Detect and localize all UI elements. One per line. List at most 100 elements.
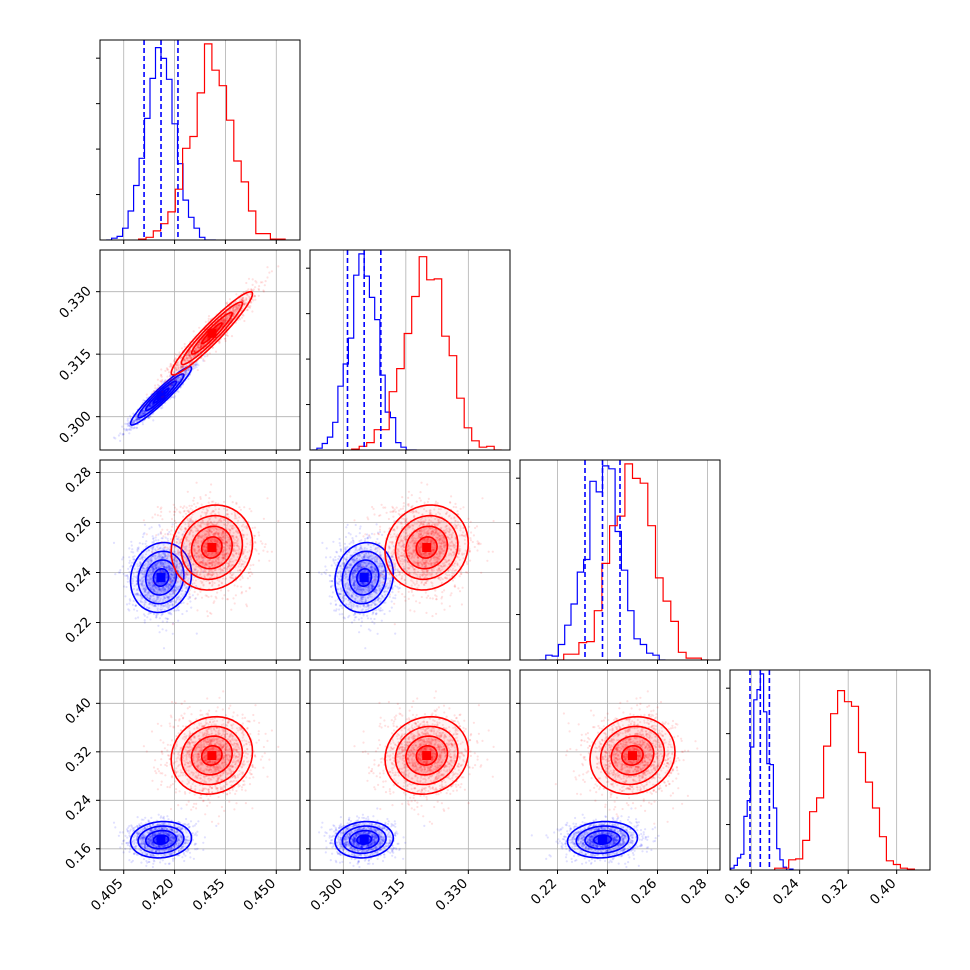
scatter-point bbox=[137, 616, 140, 619]
scatter-point bbox=[251, 278, 254, 281]
scatter-point bbox=[136, 418, 140, 421]
scatter-point bbox=[148, 404, 151, 407]
scatter-point bbox=[241, 298, 244, 301]
scatter-point bbox=[166, 533, 170, 536]
scatter-point bbox=[257, 287, 260, 290]
scatter-point bbox=[187, 368, 190, 371]
scatter-point bbox=[171, 383, 174, 386]
scatter-point bbox=[128, 602, 131, 605]
scatter-point bbox=[142, 413, 145, 416]
scatter-point bbox=[132, 599, 135, 603]
scatter-point bbox=[150, 403, 153, 406]
scatter-point bbox=[228, 309, 231, 312]
scatter-point bbox=[195, 481, 198, 484]
scatter-point bbox=[161, 613, 164, 616]
scatter-point bbox=[187, 369, 190, 372]
scatter-point bbox=[135, 420, 138, 423]
scatter-point bbox=[156, 378, 159, 381]
scatter-point bbox=[128, 428, 131, 431]
scatter-point bbox=[149, 405, 152, 408]
scatter-point bbox=[186, 602, 189, 605]
scatter-point bbox=[150, 526, 153, 529]
scatter-point bbox=[169, 365, 172, 368]
scatter-point bbox=[167, 385, 170, 389]
scatter-point bbox=[236, 585, 239, 588]
scatter-point bbox=[261, 281, 264, 284]
scatter-point bbox=[172, 395, 175, 399]
scatter-point bbox=[181, 373, 184, 376]
scatter-point bbox=[138, 542, 141, 545]
scatter-point bbox=[135, 426, 138, 429]
scatter-point bbox=[177, 619, 180, 622]
scatter-point bbox=[142, 411, 145, 414]
scatter-point bbox=[143, 410, 146, 413]
scatter-point bbox=[171, 384, 174, 387]
scatter-point bbox=[150, 395, 154, 398]
scatter-point bbox=[160, 407, 163, 410]
scatter-point bbox=[164, 533, 167, 536]
scatter-point bbox=[196, 362, 199, 365]
scatter-point bbox=[173, 395, 177, 398]
scatter-point bbox=[254, 298, 257, 301]
scatter-point bbox=[165, 380, 168, 383]
scatter-point bbox=[199, 346, 202, 349]
scatter-point bbox=[181, 612, 184, 616]
scatter-point bbox=[134, 604, 138, 607]
scatter-point bbox=[197, 346, 200, 349]
scatter-point bbox=[169, 378, 173, 381]
scatter-point bbox=[197, 346, 200, 349]
scatter-point bbox=[170, 613, 173, 616]
scatter-point bbox=[240, 316, 244, 319]
scatter-point bbox=[262, 549, 265, 552]
scatter-point bbox=[247, 277, 251, 280]
scatter-point bbox=[169, 385, 172, 388]
scatter-point bbox=[136, 418, 139, 421]
scatter-point bbox=[125, 585, 128, 589]
scatter-point bbox=[135, 418, 138, 422]
scatter-point bbox=[141, 412, 144, 415]
scatter-point bbox=[237, 304, 241, 307]
scatter-point bbox=[184, 369, 187, 372]
scatter-point bbox=[243, 302, 246, 305]
scatter-point bbox=[138, 418, 141, 421]
density-peak-series-1 bbox=[207, 328, 217, 338]
scatter-point bbox=[199, 345, 202, 348]
scatter-point bbox=[192, 330, 195, 333]
scatter-point bbox=[164, 379, 167, 383]
scatter-point bbox=[192, 364, 195, 368]
scatter-point bbox=[124, 422, 127, 425]
scatter-point bbox=[165, 367, 168, 370]
scatter-point bbox=[149, 404, 152, 408]
scatter-point bbox=[169, 379, 172, 382]
scatter-point bbox=[177, 378, 180, 381]
scatter-point bbox=[168, 385, 171, 389]
scatter-point bbox=[257, 294, 260, 297]
scatter-point bbox=[169, 397, 172, 400]
scatter-point bbox=[239, 508, 242, 511]
scatter-point bbox=[196, 344, 200, 347]
scatter-point bbox=[183, 345, 186, 348]
scatter-point bbox=[263, 545, 266, 549]
scatter-point bbox=[168, 385, 171, 388]
scatter-point bbox=[266, 276, 269, 279]
scatter-point bbox=[170, 384, 173, 387]
scatter-point bbox=[122, 572, 125, 575]
scatter-point bbox=[131, 548, 134, 551]
scatter-point bbox=[154, 384, 157, 387]
scatter-point bbox=[251, 310, 254, 313]
scatter-point bbox=[128, 547, 131, 550]
scatter-point bbox=[139, 413, 143, 416]
density-peak-series-0 bbox=[156, 391, 166, 401]
scatter-point bbox=[164, 369, 167, 372]
scatter-point bbox=[270, 270, 273, 273]
scatter-point bbox=[173, 359, 176, 362]
scatter-point bbox=[164, 536, 167, 539]
scatter-point bbox=[245, 297, 248, 300]
scatter-point bbox=[134, 617, 137, 620]
scatter-point bbox=[143, 410, 147, 413]
scatter-point bbox=[167, 371, 171, 374]
scatter-point bbox=[185, 610, 188, 613]
scatter-point bbox=[125, 422, 129, 425]
scatter-point bbox=[169, 374, 172, 377]
scatter-point bbox=[148, 405, 151, 408]
